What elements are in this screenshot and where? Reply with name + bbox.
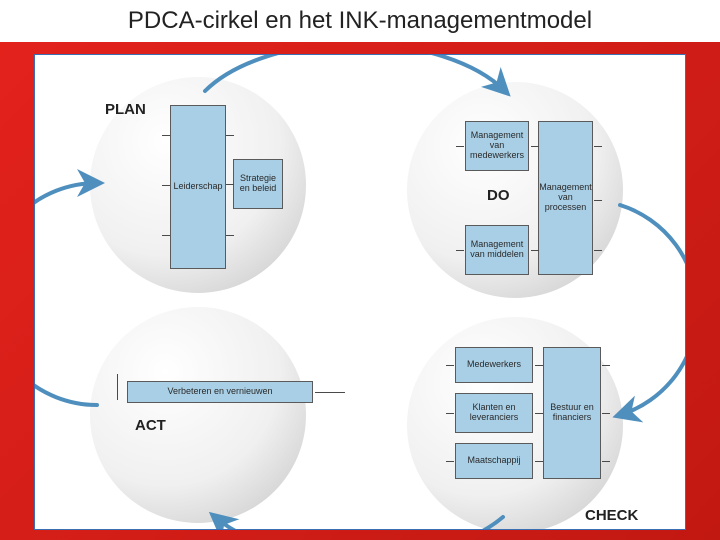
tick-2 [162,235,170,236]
box-label-klanten-leveranciers: Klanten en leveranciers [456,394,532,432]
box-label-leiderschap: Leiderschap [171,106,225,268]
tick-5 [226,184,234,185]
tick-22 [117,374,118,400]
box-label-mgmt-middelen: Management van middelen [466,226,528,274]
box-label-mgmt-medewerkers: Management van medewerkers [466,122,528,170]
tick-11 [594,200,602,201]
phase-label-check: CHECK [585,507,638,524]
box-medewerkers: Medewerkers [455,347,533,383]
box-label-maatschappij: Maatschappij [456,444,532,478]
box-label-strategie-en-beleid: Strategie en beleid [234,160,282,208]
box-label-verbeteren-vernieuwen: Verbeteren en vernieuwen [128,382,312,402]
sphere-act [90,307,306,523]
phase-label-do: DO [487,187,510,204]
arrow-do-to-check [620,205,685,415]
red-frame: PLAN DO ACT CHECK LeiderschapStrategie en be… [0,42,720,540]
box-mgmt-middelen: Management van middelen [465,225,529,275]
tick-0 [162,135,170,136]
box-klanten-leveranciers: Klanten en leveranciers [455,393,533,433]
tick-7 [531,250,539,251]
box-label-mgmt-processen: Management van processen [539,122,592,274]
tick-17 [446,413,454,414]
tick-14 [535,413,543,414]
tick-4 [226,235,234,236]
box-leiderschap: Leiderschap [170,105,226,269]
box-strategie-en-beleid: Strategie en beleid [233,159,283,209]
arrow-act-to-plan [35,183,97,405]
phase-label-act: ACT [135,417,166,434]
box-verbeteren-vernieuwen: Verbeteren en vernieuwen [127,381,313,403]
diagram-frame: PLAN DO ACT CHECK LeiderschapStrategie en be… [34,54,686,530]
box-maatschappij: Maatschappij [455,443,533,479]
arrow-check-to-act [215,517,503,529]
tick-10 [594,146,602,147]
box-mgmt-processen: Management van processen [538,121,593,275]
tick-15 [535,461,543,462]
slide-title: PDCA-cirkel en het INK-managementmodel [128,7,592,35]
box-label-bestuur-financiers: Bestuur en financiers [544,348,600,478]
box-label-medewerkers: Medewerkers [456,348,532,382]
tick-6 [531,146,539,147]
title-row: PDCA-cirkel en het INK-managementmodel [0,0,720,42]
tick-19 [602,365,610,366]
tick-23 [315,392,345,393]
tick-8 [456,146,464,147]
box-bestuur-financiers: Bestuur en financiers [543,347,601,479]
tick-21 [602,461,610,462]
arrow-plan-to-do [205,55,505,91]
tick-16 [446,365,454,366]
tick-3 [226,135,234,136]
tick-13 [535,365,543,366]
tick-20 [602,413,610,414]
phase-label-plan: PLAN [105,101,146,118]
tick-18 [446,461,454,462]
tick-1 [162,185,170,186]
box-mgmt-medewerkers: Management van medewerkers [465,121,529,171]
tick-12 [594,250,602,251]
tick-9 [456,250,464,251]
slide: PDCA-cirkel en het INK-managementmodel [0,0,720,540]
